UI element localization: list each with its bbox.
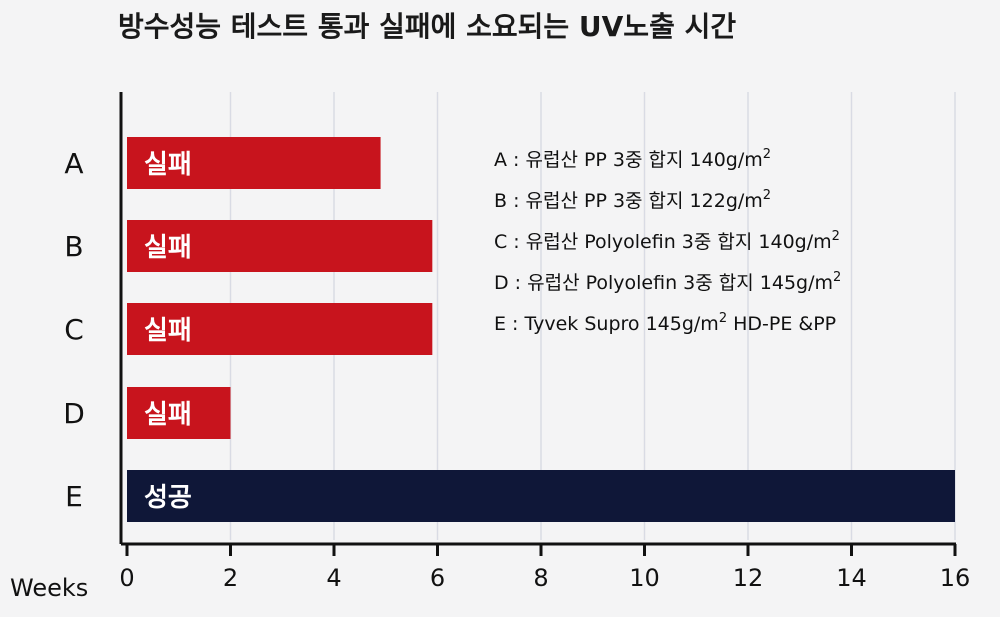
x-tick-label: 6 xyxy=(430,564,445,592)
bar-label-d: 실패 xyxy=(144,400,192,430)
legend-text: A : 유럽산 PP 3중 합지 140g/m xyxy=(494,149,763,171)
x-tick-label: 10 xyxy=(629,564,660,592)
x-tick-label: 14 xyxy=(836,564,867,592)
bar-c xyxy=(127,303,433,355)
bar-a xyxy=(127,137,381,189)
category-label-c: C xyxy=(64,313,84,346)
legend-superscript: 2 xyxy=(763,188,771,203)
bar-d xyxy=(127,387,231,439)
x-tick-label: 4 xyxy=(326,564,341,592)
legend-text: D : 유럽산 Polyolefin 3중 합지 145g/m xyxy=(494,272,833,294)
chart-title: 방수성능 테스트 통과 실패에 소요되는 UV노출 시간 xyxy=(118,10,736,43)
x-tick-label: 8 xyxy=(533,564,548,592)
bar-label-c: 실패 xyxy=(144,316,192,346)
bar-b xyxy=(127,220,433,272)
legend-item-a: A : 유럽산 PP 3중 합지 140g/m2 xyxy=(494,147,771,171)
legend: A : 유럽산 PP 3중 합지 140g/m2B : 유럽산 PP 3중 합지… xyxy=(494,147,841,335)
x-tick-label: 12 xyxy=(733,564,764,592)
category-label-a: A xyxy=(64,147,83,180)
legend-text: E : Tyvek Supro 145g/m xyxy=(494,313,719,335)
bar-label-e: 성공 xyxy=(144,483,192,513)
legend-item-d: D : 유럽산 Polyolefin 3중 합지 145g/m2 xyxy=(494,270,841,294)
legend-superscript: 2 xyxy=(719,311,727,326)
legend-suffix: HD-PE &PP xyxy=(727,313,836,335)
legend-text: C : 유럽산 Polyolefin 3중 합지 140g/m xyxy=(494,231,832,253)
legend-superscript: 2 xyxy=(763,147,771,162)
bar-label-b: 실패 xyxy=(144,233,192,263)
bar-label-a: 실패 xyxy=(144,150,192,180)
legend-item-e: E : Tyvek Supro 145g/m2 HD-PE &PP xyxy=(494,311,836,335)
legend-superscript: 2 xyxy=(832,229,840,244)
axes: Weeks 0 2 4 6 8 10 12 14 16 A B C D E xyxy=(10,92,970,602)
legend-item-b: B : 유럽산 PP 3중 합지 122g/m2 xyxy=(494,188,771,212)
x-axis-label: Weeks xyxy=(10,574,88,602)
legend-item-c: C : 유럽산 Polyolefin 3중 합지 140g/m2 xyxy=(494,229,840,253)
legend-superscript: 2 xyxy=(833,270,841,285)
x-tick-label: 2 xyxy=(223,564,238,592)
legend-text: B : 유럽산 PP 3중 합지 122g/m xyxy=(494,190,763,212)
bar-e xyxy=(127,470,955,522)
category-label-b: B xyxy=(64,230,83,263)
x-tick-label: 0 xyxy=(119,564,134,592)
category-label-e: E xyxy=(65,480,83,513)
x-tick-label: 16 xyxy=(940,564,971,592)
category-label-d: D xyxy=(63,397,85,430)
